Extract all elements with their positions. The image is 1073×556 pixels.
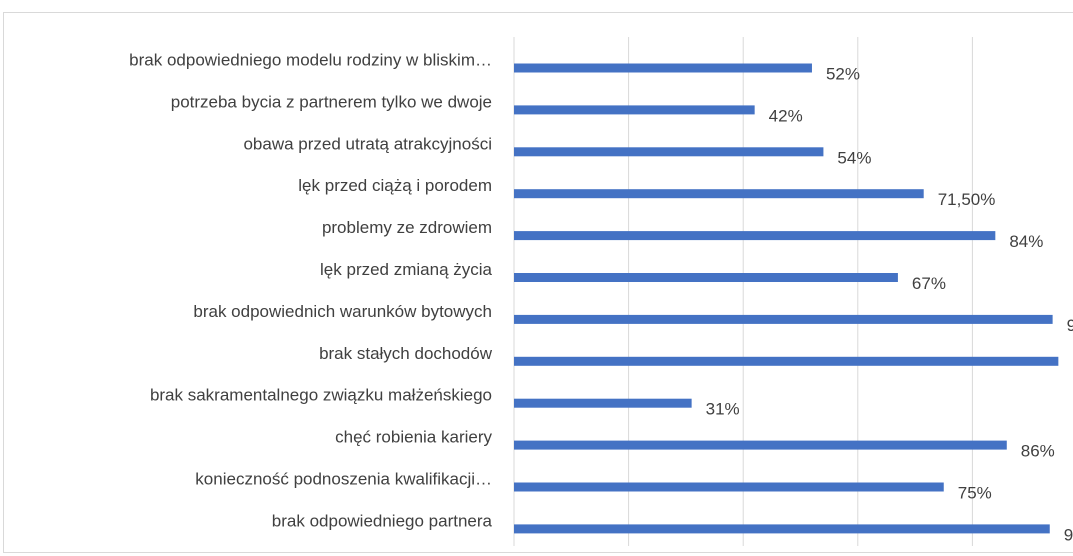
y-tick-label: obawa przed utratą atrakcyjności	[243, 134, 492, 153]
y-tick-label: chęć robienia kariery	[335, 428, 492, 447]
data-label: 71,50%	[938, 190, 996, 209]
data-label: 75%	[958, 483, 992, 502]
bar	[514, 482, 944, 492]
bar	[514, 105, 755, 115]
bar	[514, 524, 1050, 534]
bar	[514, 314, 1053, 324]
data-label: 86%	[1021, 442, 1055, 461]
bar	[514, 398, 692, 408]
chart-border	[3, 12, 1073, 553]
y-tick-label: konieczność podnoszenia kwalifikacji…	[195, 469, 492, 488]
y-tick-label: brak odpowiednich warunków bytowych	[193, 302, 492, 321]
y-tick-label: brak odpowiedniego partnera	[272, 511, 493, 530]
y-tick-label: lęk przed ciążą i porodem	[298, 176, 492, 195]
data-label: 94%	[1067, 316, 1073, 335]
data-label: 54%	[837, 148, 871, 167]
y-tick-label: problemy ze zdrowiem	[322, 218, 492, 237]
y-tick-label: potrzeba bycia z partnerem tylko we dwoj…	[171, 92, 492, 111]
bar	[514, 273, 898, 282]
bar	[514, 147, 824, 157]
bar	[514, 231, 996, 241]
y-tick-label: brak stałych dochodów	[319, 344, 493, 363]
data-label: 42%	[769, 106, 803, 125]
data-label: 67%	[912, 274, 946, 293]
bar	[514, 63, 812, 73]
data-label: 31%	[706, 400, 740, 419]
y-tick-label: lęk przed zmianą życia	[320, 260, 493, 279]
data-label: 52%	[826, 64, 860, 83]
bar	[514, 189, 924, 199]
bar	[514, 356, 1059, 366]
data-label: 93,50%	[1064, 525, 1073, 544]
bar	[514, 440, 1007, 450]
y-tick-label: brak odpowiedniego modelu rodziny w blis…	[129, 50, 492, 69]
data-label: 84%	[1009, 232, 1043, 251]
y-tick-label: brak sakramentalnego związku małżeńskieg…	[150, 386, 492, 405]
